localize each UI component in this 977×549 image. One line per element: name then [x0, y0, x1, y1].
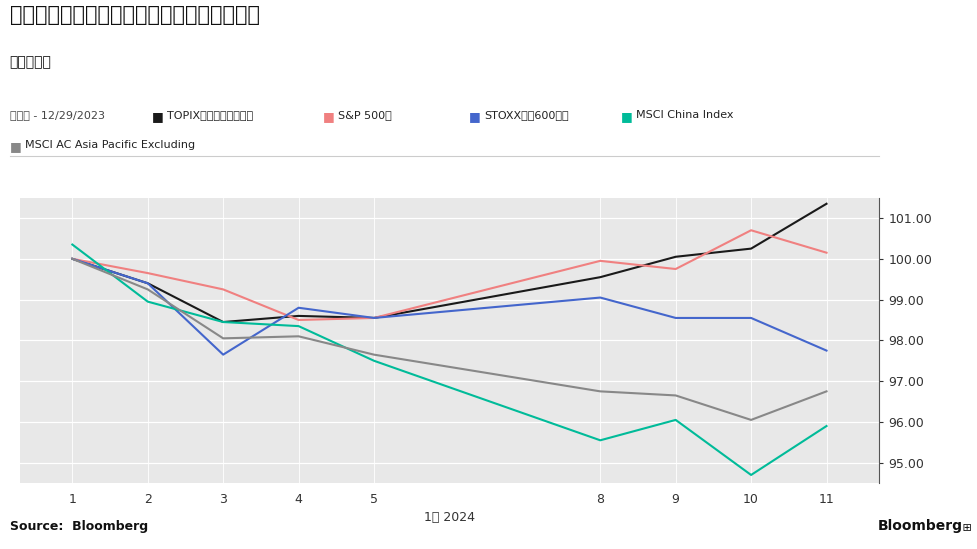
Text: ■: ■ — [10, 140, 21, 153]
Text: ドルベース: ドルベース — [10, 55, 52, 69]
Text: 年初来の日・米・欧・中・アジアの株価推移: 年初来の日・米・欧・中・アジアの株価推移 — [10, 5, 260, 25]
Text: ■: ■ — [620, 110, 632, 123]
Text: ⊞: ⊞ — [959, 523, 972, 533]
Text: Source:  Bloomberg: Source: Bloomberg — [10, 519, 148, 533]
Text: 標準化 - 12/29/2023: 標準化 - 12/29/2023 — [10, 110, 105, 120]
Text: Bloomberg: Bloomberg — [877, 518, 962, 533]
Text: TOPIX（東証株価指数）: TOPIX（東証株価指数） — [167, 110, 253, 120]
Text: STOXX欧州600指数: STOXX欧州600指数 — [485, 110, 570, 120]
Text: S&P 500種: S&P 500種 — [338, 110, 392, 120]
Text: ■: ■ — [322, 110, 334, 123]
X-axis label: 1月 2024: 1月 2024 — [424, 512, 475, 524]
Text: ■: ■ — [469, 110, 481, 123]
Text: MSCI AC Asia Pacific Excluding: MSCI AC Asia Pacific Excluding — [25, 140, 195, 150]
Text: MSCI China Index: MSCI China Index — [636, 110, 734, 120]
Text: ■: ■ — [151, 110, 163, 123]
